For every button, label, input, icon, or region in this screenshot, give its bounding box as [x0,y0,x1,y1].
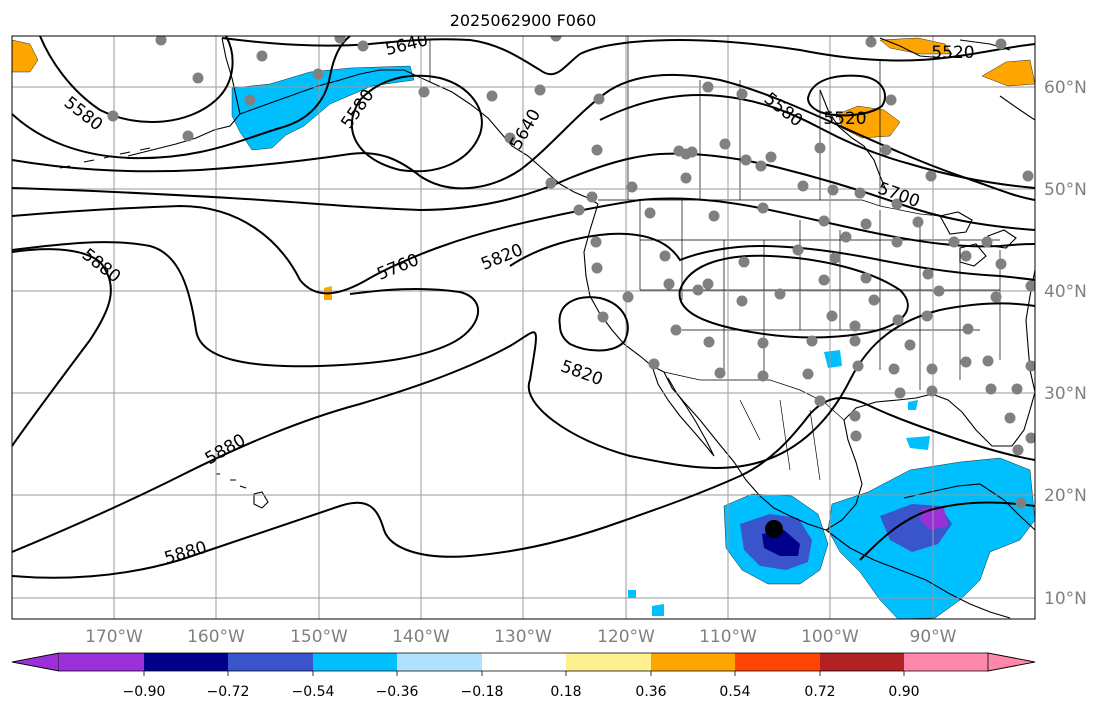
colorbar-tick-label: 0.54 [719,684,750,700]
lon-label: 130°W [494,627,552,647]
central-america-coast [825,483,1035,619]
colorbar-tick-label: −0.90 [123,684,166,700]
lon-label: 140°W [392,627,450,647]
gulf-anomaly-2 [908,400,918,410]
baja-california [651,365,715,457]
colorbar-bin [904,653,988,671]
contour-5580-low [39,36,234,124]
lon-label: 100°W [801,627,859,647]
latitude-labels: 60°N 50°N 40°N 30°N 20°N 10°N [1044,78,1087,609]
lon-label: 110°W [699,627,757,647]
colorbar-tick-label: −0.18 [461,684,504,700]
labrador-positive-anomaly [981,59,1035,87]
colorbar-tick-label: 0.18 [550,684,581,700]
bahamas-anomaly [906,436,930,450]
contour-5820-main [12,241,480,368]
contour-5760 [12,197,1035,295]
colorbar-bin [397,653,482,671]
colorbar-max-extension [987,652,1036,672]
lat-label: 50°N [1044,180,1087,200]
us-canada-border [598,199,941,217]
contour-5820-cutoff-low [558,296,629,352]
colorbar-bin [566,653,651,671]
hawaii-islands [216,473,269,509]
colorbar-min-extension [11,652,60,672]
contour-5580-east [599,94,1035,189]
alaska-coast [127,37,599,205]
contour-5940 [859,501,1035,561]
colorbar-bin [144,653,228,671]
bering-positive-anomaly [12,39,39,73]
colorbar-tick-label: 0.90 [888,684,919,700]
pacific-small-anomaly [652,604,664,616]
pacific-small-anomaly-2 [628,590,636,598]
lat-label: 60°N [1044,78,1087,98]
colorbar-tick-label: −0.72 [207,684,250,700]
colorbar-bin [482,653,566,671]
central-america-anomaly-core [920,508,948,530]
contour-5700 [12,152,1035,231]
longitude-labels: 170°W 160°W 150°W 140°W 130°W 120°W 110°… [85,627,957,647]
colorbar-bin [313,653,397,671]
station-markers [107,36,1035,509]
colorbar-outline [11,652,1036,672]
storm-center-marker [765,520,783,538]
us-west-coast [583,203,827,531]
lon-label: 150°W [290,627,348,647]
contour-label: 5520 [931,43,974,63]
colorbar-bin [820,653,904,671]
lat-label: 10°N [1044,589,1087,609]
colorbar-tick-label: 0.36 [635,684,666,700]
canada-provinces [627,36,881,206]
us-states [639,200,1001,390]
east-coast [1025,269,1035,393]
colorbar-tick-label: −0.36 [376,684,419,700]
lat-label: 20°N [1044,486,1087,506]
contour-5580-main [12,36,351,160]
colorbar-bin [59,653,144,671]
lon-label: 90°W [910,627,957,647]
contour-5880-south [12,396,1035,579]
contour-5880-main [12,248,112,447]
lon-label: 170°W [85,627,143,647]
mexico-states [739,399,821,481]
map-frame [11,35,1036,620]
lon-label: 120°W [597,627,655,647]
colorbar-tick-label: 0.72 [804,684,835,700]
gulf-anomaly [824,350,842,368]
gulf-coast [825,391,1035,531]
contour-5640-north [221,37,1035,76]
colorbar: −0.90 −0.72 −0.54 −0.36 −0.18 0.18 0.36 … [11,652,1036,700]
colorbar-tick-label: −0.54 [292,684,335,700]
lat-label: 40°N [1044,282,1087,302]
figure-title: 2025062900 F060 [450,11,597,30]
lat-label: 30°N [1044,384,1087,404]
canada-positive-anomaly [879,37,953,55]
contour-5820-east [509,232,1035,281]
colorbar-bin [228,653,313,671]
colorbar-bin [735,653,820,671]
lon-label: 160°W [187,627,245,647]
contour-5880-middle [12,302,1035,553]
anomaly-shading [12,37,1035,619]
map-area: 5640 5580 5580 5640 5580 5520 5520 5700 … [12,36,1035,619]
contour-5880-east-closed [678,254,909,339]
height-contours [12,36,1035,579]
colorbar-bin [651,653,735,671]
contour-label: 5520 [823,109,866,129]
contour-5520-low [806,74,887,117]
contour-5640-main [12,73,1035,201]
